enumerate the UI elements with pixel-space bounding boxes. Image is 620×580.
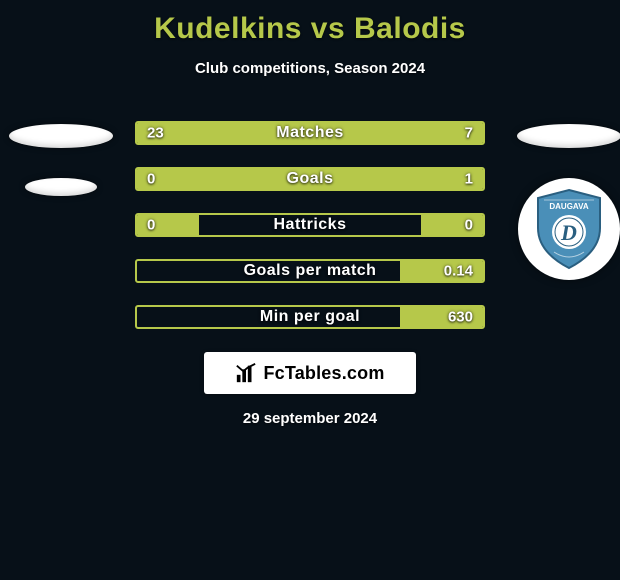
bar-chart-icon [235, 362, 257, 384]
club-crest: DAUGAVA D [518, 178, 620, 280]
stat-bar: Goals0 1 [135, 167, 485, 191]
stat-bar: Min per goal630 [135, 305, 485, 329]
footer-date: 29 september 2024 [0, 410, 620, 427]
page-title: Kudelkins vs Balodis [0, 0, 620, 46]
bar-label: Min per goal [137, 308, 483, 326]
watermark: FcTables.com [204, 352, 416, 394]
bar-label: Hattricks [137, 216, 483, 234]
badge-ellipse [25, 178, 97, 196]
watermark-text: FcTables.com [263, 363, 384, 384]
crest-text: DAUGAVA [549, 202, 588, 211]
bar-value-right: 630 [448, 309, 473, 326]
stat-bar: Goals per match0.14 [135, 259, 485, 283]
bar-label: Goals [137, 170, 483, 188]
crest-letter: D [560, 220, 577, 245]
bar-value-left: 0 [147, 217, 155, 234]
bar-value-right: 0 [465, 217, 473, 234]
shield-icon: DAUGAVA D [534, 188, 604, 270]
player-left-badges [6, 124, 116, 196]
bar-value-right: 0.14 [444, 263, 473, 280]
bar-value-left: 0 [147, 171, 155, 188]
badge-ellipse [9, 124, 113, 148]
bar-value-left: 23 [147, 125, 164, 142]
badge-ellipse [517, 124, 620, 148]
bar-value-right: 1 [465, 171, 473, 188]
bar-value-right: 7 [465, 125, 473, 142]
subtitle: Club competitions, Season 2024 [0, 60, 620, 77]
player-right-badges: DAUGAVA D [514, 124, 620, 280]
stat-bar: Matches23 7 [135, 121, 485, 145]
bar-label: Goals per match [137, 262, 483, 280]
bar-label: Matches [137, 124, 483, 142]
stat-bar: Hattricks0 0 [135, 213, 485, 237]
